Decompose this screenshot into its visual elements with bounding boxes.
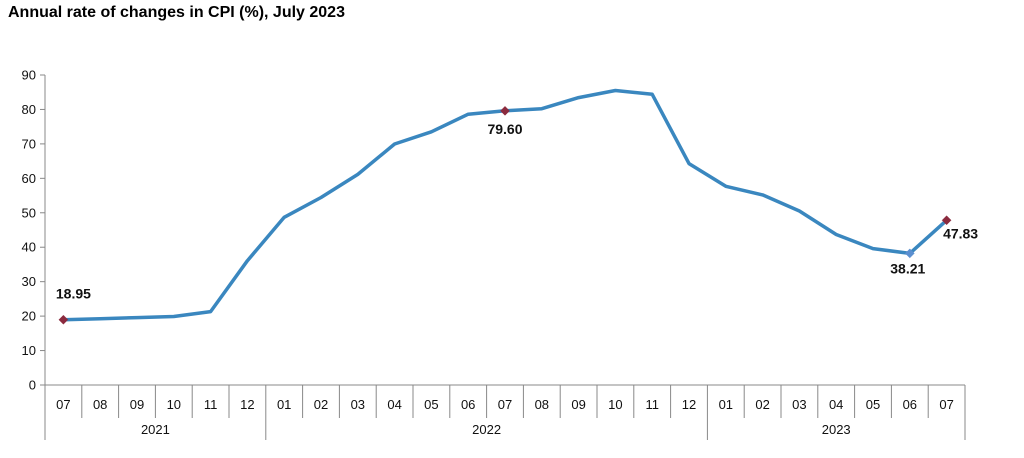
y-tick-label: 90 <box>22 68 36 83</box>
x-tick-label: 09 <box>571 397 585 412</box>
y-tick-label: 20 <box>22 309 36 324</box>
year-group-label: 2023 <box>822 422 851 437</box>
x-tick-label: 12 <box>240 397 254 412</box>
x-tick-label: 06 <box>461 397 475 412</box>
x-tick-label: 08 <box>93 397 107 412</box>
data-point-marker <box>500 105 510 116</box>
data-label: 47.83 <box>943 225 978 241</box>
data-point-marker <box>941 215 952 226</box>
x-tick-label: 10 <box>167 397 181 412</box>
year-group-label: 2021 <box>141 422 170 437</box>
y-tick-label: 30 <box>22 274 36 289</box>
x-tick-label: 03 <box>792 397 806 412</box>
x-tick-label: 08 <box>535 397 549 412</box>
y-tick-label: 50 <box>22 205 36 220</box>
x-tick-label: 12 <box>682 397 696 412</box>
x-tick-label: 04 <box>387 397 401 412</box>
x-tick-label: 11 <box>204 397 218 412</box>
chart-title: Annual rate of changes in CPI (%), July … <box>8 4 345 21</box>
x-tick-label: 06 <box>903 397 917 412</box>
y-tick-label: 0 <box>29 378 36 393</box>
data-label: 79.60 <box>487 121 522 137</box>
x-tick-label: 02 <box>755 397 769 412</box>
x-tick-label: 10 <box>608 397 622 412</box>
x-tick-label: 01 <box>277 397 291 412</box>
data-label: 18.95 <box>56 286 91 302</box>
x-tick-label: 03 <box>351 397 365 412</box>
x-tick-label: 02 <box>314 397 328 412</box>
y-tick-label: 70 <box>22 136 36 151</box>
x-tick-label: 05 <box>424 397 438 412</box>
x-tick-label: 01 <box>719 397 733 412</box>
data-point-marker <box>904 248 915 259</box>
x-tick-label: 11 <box>645 397 659 412</box>
x-tick-label: 07 <box>56 397 70 412</box>
x-tick-label: 05 <box>866 397 880 412</box>
y-tick-label: 10 <box>22 343 36 358</box>
y-tick-label: 80 <box>22 102 36 117</box>
data-label: 38.21 <box>890 260 925 276</box>
y-tick-label: 40 <box>22 240 36 255</box>
data-point-marker <box>58 314 69 325</box>
y-tick-label: 60 <box>22 171 36 186</box>
year-group-label: 2022 <box>472 422 501 437</box>
x-tick-label: 07 <box>498 397 512 412</box>
x-tick-label: 07 <box>939 397 953 412</box>
x-tick-label: 09 <box>130 397 144 412</box>
x-tick-label: 04 <box>829 397 843 412</box>
